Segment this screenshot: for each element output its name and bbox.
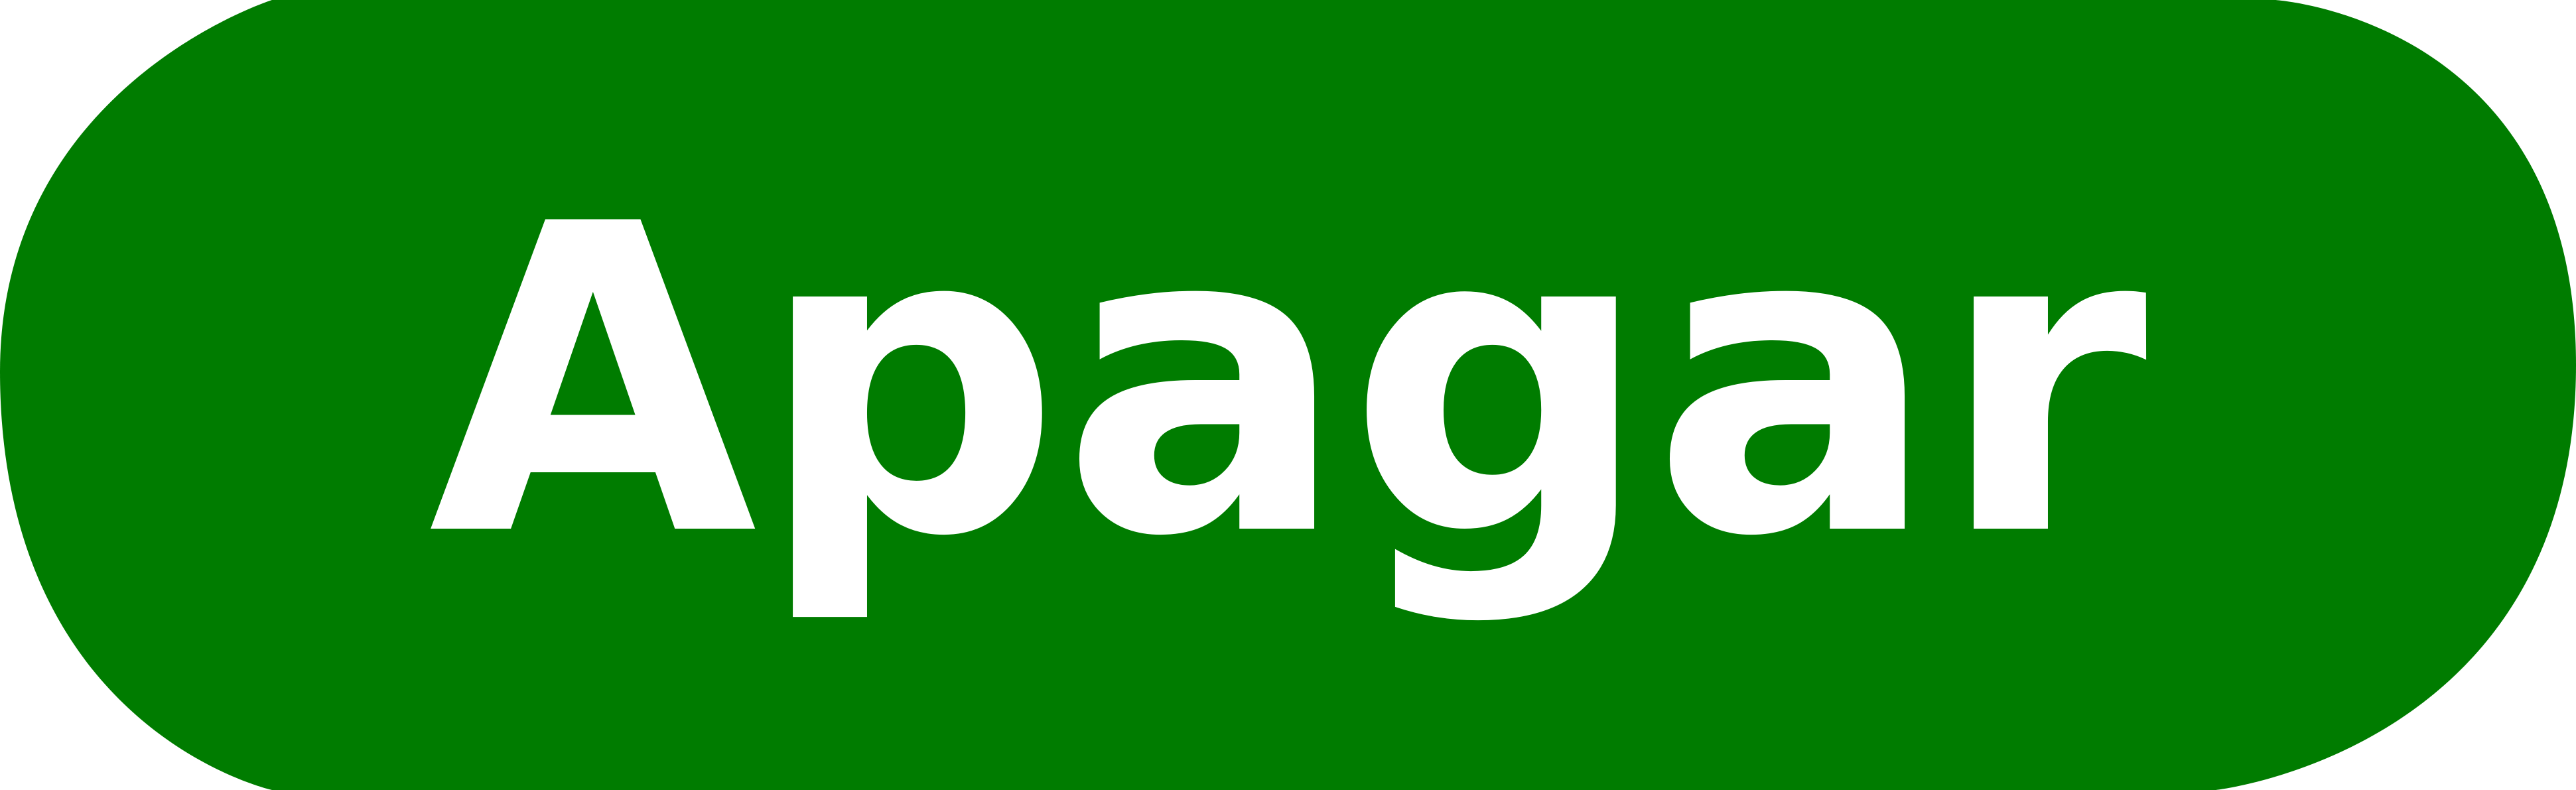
apagar-button[interactable]: Apagar bbox=[0, 0, 2576, 790]
button-label: Apagar bbox=[429, 134, 2147, 629]
button-background bbox=[0, 0, 2576, 790]
page: Apagar bbox=[0, 0, 2576, 790]
